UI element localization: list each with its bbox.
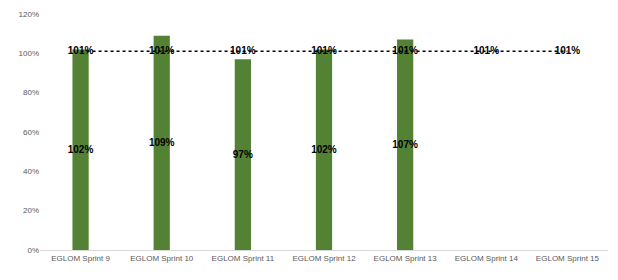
svg-text:EGLOM Sprint 13: EGLOM Sprint 13 <box>374 254 438 263</box>
svg-text:EGLOM Sprint 12: EGLOM Sprint 12 <box>292 254 356 263</box>
svg-text:EGLOM Sprint 14: EGLOM Sprint 14 <box>455 254 519 263</box>
svg-text:101%: 101% <box>311 45 337 56</box>
svg-text:101%: 101% <box>392 45 418 56</box>
svg-text:120%: 120% <box>19 10 39 19</box>
svg-text:60%: 60% <box>23 128 39 137</box>
svg-text:101%: 101% <box>474 45 500 56</box>
svg-text:107%: 107% <box>392 139 418 150</box>
svg-text:100%: 100% <box>19 49 39 58</box>
svg-text:EGLOM Sprint 11: EGLOM Sprint 11 <box>212 254 275 263</box>
svg-text:102%: 102% <box>311 144 337 155</box>
svg-text:101%: 101% <box>555 45 581 56</box>
svg-text:EGLOM Sprint 15: EGLOM Sprint 15 <box>536 254 600 263</box>
svg-text:EGLOM Sprint 9: EGLOM Sprint 9 <box>51 254 110 263</box>
svg-text:0%: 0% <box>27 246 39 255</box>
svg-text:102%: 102% <box>68 144 94 155</box>
svg-text:109%: 109% <box>149 137 175 148</box>
svg-text:97%: 97% <box>233 149 253 160</box>
svg-text:40%: 40% <box>23 167 39 176</box>
svg-text:20%: 20% <box>23 206 39 215</box>
svg-text:80%: 80% <box>23 88 39 97</box>
svg-text:101%: 101% <box>230 45 256 56</box>
svg-text:EGLOM Sprint 10: EGLOM Sprint 10 <box>130 254 194 263</box>
svg-text:101%: 101% <box>68 45 94 56</box>
svg-text:101%: 101% <box>149 45 175 56</box>
